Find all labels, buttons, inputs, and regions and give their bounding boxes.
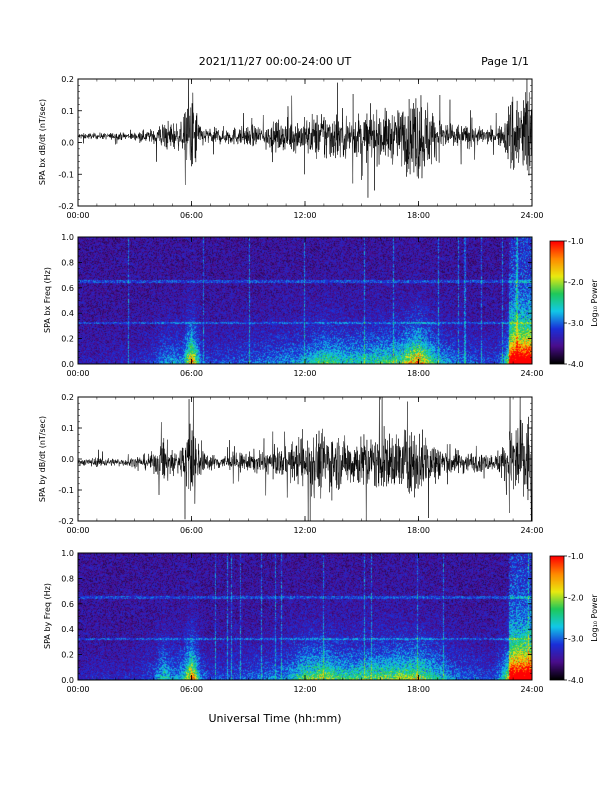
x-tick-label: 12:00 — [293, 685, 316, 694]
x-tick-label: 24:00 — [520, 685, 543, 694]
colorbar-tick-label: -4.0 — [568, 676, 584, 685]
colorbar-tick-label: -2.0 — [568, 278, 584, 287]
colorbar-tick-label: -3.0 — [568, 635, 584, 644]
y-tick-label: 0.0 — [61, 676, 74, 685]
y-tick-label: 0.2 — [61, 75, 74, 84]
colorbar-tick-label: -1.0 — [568, 552, 584, 561]
bx-dbdt-x-axis: 00:00 06:00 12:00 18:00 24:00 — [66, 79, 544, 220]
bx-freq-y-axis: 1.0 0.8 0.6 0.4 0.2 0.0 — [61, 233, 532, 369]
y-tick-label: 0.2 — [61, 651, 74, 660]
by-dbdt-waveform — [77, 396, 533, 522]
bx-dbdt-waveform — [77, 78, 533, 198]
x-tick-label: 00:00 — [66, 685, 89, 694]
bx-spectrogram — [78, 237, 532, 364]
y-tick-label: -0.1 — [58, 170, 74, 179]
colorbar-tick-label: -4.0 — [568, 360, 584, 369]
y-tick-label: 0.0 — [61, 360, 74, 369]
x-tick-label: 18:00 — [407, 685, 430, 694]
y-tick-label: 0.8 — [61, 574, 74, 583]
by-colorbar — [550, 556, 564, 680]
y-tick-label: 0.4 — [61, 309, 74, 318]
y-tick-label: 0.6 — [61, 284, 74, 293]
x-tick-label: 24:00 — [520, 211, 543, 220]
x-tick-label: 18:00 — [407, 211, 430, 220]
by-dbdt-frame — [77, 396, 533, 522]
x-tick-label: 18:00 — [407, 526, 430, 535]
page-indicator: Page 1/1 — [481, 55, 529, 68]
x-axis-title: Universal Time (hh:mm) — [209, 712, 342, 725]
bx-freq-ylabel: SPA bx Freq (Hz) — [43, 267, 52, 333]
bx-dbdt-panel: 0.2 0.1 0.0 -0.1 -0.2 00:00 06:00 12:00 18:00 24… — [38, 75, 544, 220]
colorbar-tick-label: -3.0 — [568, 319, 584, 328]
by-freq-x-axis: 00:00 06:00 12:00 18:00 24:00 — [66, 553, 544, 694]
y-tick-label: -0.2 — [58, 517, 74, 526]
x-tick-label: 06:00 — [180, 211, 203, 220]
y-tick-label: 0.2 — [61, 393, 74, 402]
y-tick-label: 0.2 — [61, 335, 74, 344]
x-tick-label: 00:00 — [66, 211, 89, 220]
by-dbdt-x-axis: 00:00 06:00 12:00 18:00 24:00 — [66, 397, 544, 535]
bx-dbdt-ylabel: SPA bx dB/dt (nT/sec) — [38, 99, 47, 185]
bx-dbdt-y-axis: 0.2 0.1 0.0 -0.1 -0.2 — [58, 75, 532, 211]
y-tick-label: 0.1 — [61, 107, 74, 116]
by-colorbar-ticks: -1.0 -2.0 -3.0 -4.0 — [564, 552, 584, 685]
y-tick-label: -0.2 — [58, 202, 74, 211]
x-tick-label: 24:00 — [520, 526, 543, 535]
x-tick-label: 00:00 — [66, 526, 89, 535]
by-colorbar-frame — [549, 555, 565, 681]
x-tick-label: 12:00 — [293, 369, 316, 378]
y-tick-label: 0.0 — [61, 139, 74, 148]
x-tick-label: 18:00 — [407, 369, 430, 378]
x-tick-label: 06:00 — [180, 369, 203, 378]
colorbar-tick-label: -1.0 — [568, 237, 584, 246]
by-freq-ylabel: SPA by Freq (Hz) — [43, 583, 52, 649]
bx-freq-x-axis: 00:00 06:00 12:00 18:00 24:00 — [66, 237, 544, 378]
figure-title: 2021/11/27 00:00-24:00 UT — [199, 55, 352, 68]
y-tick-label: 0.6 — [61, 600, 74, 609]
y-tick-label: 0.8 — [61, 258, 74, 267]
y-tick-label: 0.4 — [61, 625, 74, 634]
by-dbdt-ylabel: SPA by dB/dt (nT/sec) — [38, 416, 47, 502]
by-spectrogram — [78, 553, 532, 680]
by-colorbar-label: Log₁₀ Power — [590, 594, 599, 642]
y-tick-label: 0.1 — [61, 424, 74, 433]
colorbar-tick-label: -2.0 — [568, 593, 584, 602]
by-freq-panel: 1.0 0.8 0.6 0.4 0.2 0.0 00:00 06:00 12:00 18:00 2… — [43, 549, 599, 694]
y-tick-label: 1.0 — [61, 549, 74, 558]
x-tick-label: 12:00 — [293, 211, 316, 220]
x-tick-label: 12:00 — [293, 526, 316, 535]
bx-colorbar-frame — [549, 240, 565, 365]
x-tick-label: 00:00 — [66, 369, 89, 378]
x-tick-label: 06:00 — [180, 685, 203, 694]
y-tick-label: -0.1 — [58, 486, 74, 495]
y-tick-label: 1.0 — [61, 233, 74, 242]
by-dbdt-y-axis: 0.2 0.1 0.0 -0.1 -0.2 — [58, 393, 532, 526]
y-tick-label: 0.0 — [61, 455, 74, 464]
x-tick-label: 06:00 — [180, 526, 203, 535]
by-dbdt-panel: 0.2 0.1 0.0 -0.1 -0.2 00:00 06:00 12:00 18:00 24… — [38, 393, 544, 535]
bx-colorbar-label: Log₁₀ Power — [590, 279, 599, 327]
bx-colorbar-ticks: -1.0 -2.0 -3.0 -4.0 — [564, 237, 584, 369]
bx-freq-panel: 1.0 0.8 0.6 0.4 0.2 0.0 00:00 06:00 12:00 18:00 2… — [43, 233, 599, 378]
bx-colorbar — [550, 241, 564, 364]
x-tick-label: 24:00 — [520, 369, 543, 378]
by-freq-y-axis: 1.0 0.8 0.6 0.4 0.2 0.0 — [61, 549, 532, 685]
